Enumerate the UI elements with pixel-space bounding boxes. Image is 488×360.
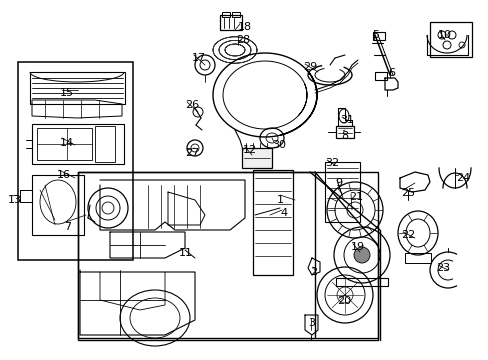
Text: 14: 14 xyxy=(60,138,74,148)
Bar xyxy=(335,126,353,138)
Bar xyxy=(18,62,133,260)
Text: 13: 13 xyxy=(8,195,22,205)
Text: 11: 11 xyxy=(179,248,193,258)
Text: 10: 10 xyxy=(437,30,451,40)
Bar xyxy=(404,253,430,263)
Text: 16: 16 xyxy=(57,170,71,180)
Text: 5: 5 xyxy=(371,30,378,40)
Text: 8: 8 xyxy=(340,131,347,141)
Text: 29: 29 xyxy=(303,62,317,72)
Ellipse shape xyxy=(353,247,369,263)
Text: 24: 24 xyxy=(455,173,469,183)
Text: 22: 22 xyxy=(400,230,414,240)
Bar xyxy=(32,175,84,235)
Text: 18: 18 xyxy=(238,22,252,32)
Bar xyxy=(78,172,377,340)
Bar xyxy=(429,22,471,57)
Text: 12: 12 xyxy=(243,145,257,155)
Text: 23: 23 xyxy=(435,263,449,273)
Bar xyxy=(372,32,384,40)
Text: 25: 25 xyxy=(400,188,414,198)
Bar xyxy=(242,148,271,168)
Text: 17: 17 xyxy=(192,53,206,63)
Text: 3: 3 xyxy=(307,318,314,328)
Text: 4: 4 xyxy=(280,208,286,218)
Text: 6: 6 xyxy=(387,68,394,78)
Text: 7: 7 xyxy=(64,222,71,232)
Text: 28: 28 xyxy=(236,35,250,45)
Text: 15: 15 xyxy=(60,88,74,98)
Bar xyxy=(220,15,242,30)
Text: 21: 21 xyxy=(348,192,363,202)
Text: 31: 31 xyxy=(339,115,353,125)
Text: 26: 26 xyxy=(184,100,199,110)
Bar xyxy=(374,72,386,80)
Bar xyxy=(95,126,115,162)
Text: 32: 32 xyxy=(325,158,339,168)
Text: 19: 19 xyxy=(350,242,365,252)
Bar xyxy=(222,12,229,17)
Text: 1: 1 xyxy=(276,195,284,205)
Text: 9: 9 xyxy=(334,178,342,188)
Bar xyxy=(335,278,387,286)
Bar xyxy=(37,128,92,160)
Bar xyxy=(32,124,124,164)
Text: 2: 2 xyxy=(309,267,317,277)
Bar xyxy=(252,170,292,275)
Bar xyxy=(30,72,125,104)
Text: 27: 27 xyxy=(184,148,199,158)
Text: 20: 20 xyxy=(336,296,350,306)
Bar xyxy=(325,162,359,222)
Bar xyxy=(231,12,240,17)
Text: 30: 30 xyxy=(271,140,285,150)
